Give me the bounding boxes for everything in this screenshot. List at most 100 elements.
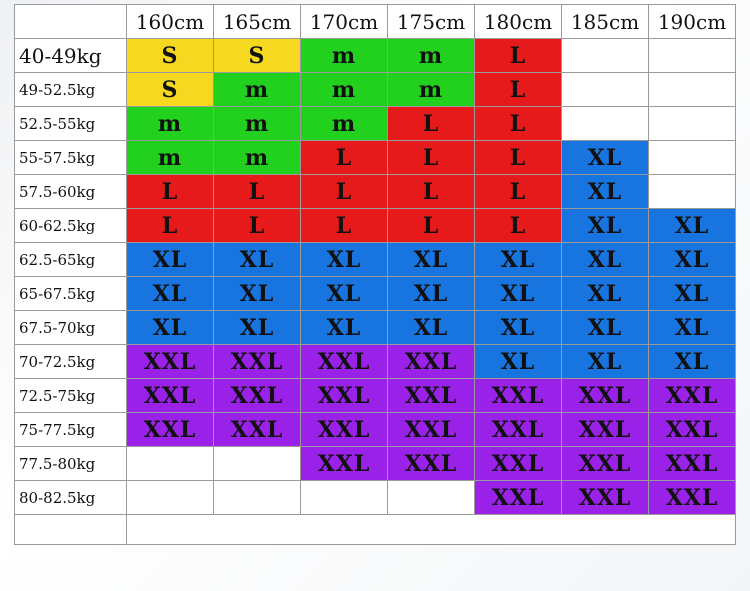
size-cell: XXL: [475, 413, 562, 447]
size-cell: m: [301, 107, 388, 141]
size-cell: XL: [388, 277, 475, 311]
size-cell: L: [388, 141, 475, 175]
empty-cell: [649, 39, 736, 73]
size-cell: XL: [562, 277, 649, 311]
blank-cell: [649, 515, 736, 545]
size-cell: m: [301, 73, 388, 107]
size-cell: L: [214, 209, 301, 243]
blank-cell: [388, 515, 475, 545]
empty-cell: [649, 107, 736, 141]
size-cell: XXL: [649, 447, 736, 481]
size-cell: L: [475, 73, 562, 107]
empty-cell: [562, 107, 649, 141]
empty-cell: [388, 481, 475, 515]
size-cell: XL: [562, 311, 649, 345]
size-cell: XL: [649, 243, 736, 277]
size-cell: L: [127, 175, 214, 209]
size-cell: XXL: [562, 413, 649, 447]
size-cell: XXL: [301, 379, 388, 413]
size-cell: XL: [214, 243, 301, 277]
height-header: 190cm: [649, 5, 736, 39]
height-header: 180cm: [475, 5, 562, 39]
size-cell: XL: [127, 311, 214, 345]
size-cell: XL: [214, 311, 301, 345]
weight-label: 55-57.5kg: [15, 141, 127, 175]
size-cell: S: [127, 39, 214, 73]
size-cell: L: [475, 209, 562, 243]
size-cell: XXL: [301, 413, 388, 447]
height-header: 170cm: [301, 5, 388, 39]
empty-cell: [301, 481, 388, 515]
size-cell: XL: [562, 209, 649, 243]
size-cell: XL: [475, 345, 562, 379]
weight-label: 80-82.5kg: [15, 481, 127, 515]
size-cell: XXL: [127, 345, 214, 379]
size-cell: L: [301, 141, 388, 175]
size-cell: XXL: [649, 413, 736, 447]
blank-cell: [301, 515, 388, 545]
size-cell: XXL: [301, 447, 388, 481]
size-cell: XXL: [214, 413, 301, 447]
weight-label: 60-62.5kg: [15, 209, 127, 243]
weight-label: 62.5-65kg: [15, 243, 127, 277]
empty-cell: [649, 73, 736, 107]
size-cell: XXL: [649, 379, 736, 413]
size-cell: XXL: [475, 481, 562, 515]
empty-cell: [214, 481, 301, 515]
size-cell: S: [127, 73, 214, 107]
size-cell: L: [301, 175, 388, 209]
height-header: 185cm: [562, 5, 649, 39]
size-cell: m: [127, 107, 214, 141]
size-cell: XXL: [127, 379, 214, 413]
size-cell: L: [475, 39, 562, 73]
size-cell: XXL: [388, 345, 475, 379]
size-cell: XL: [301, 243, 388, 277]
blank-cell: [214, 515, 301, 545]
size-cell: XL: [127, 243, 214, 277]
size-cell: XL: [388, 311, 475, 345]
size-cell: XL: [649, 209, 736, 243]
size-cell: XL: [475, 277, 562, 311]
height-header: 160cm: [127, 5, 214, 39]
weight-label: 52.5-55kg: [15, 107, 127, 141]
weight-label: 57.5-60kg: [15, 175, 127, 209]
size-cell: XXL: [562, 481, 649, 515]
blank-cell: [127, 515, 214, 545]
size-cell: XL: [562, 175, 649, 209]
size-cell: XXL: [562, 379, 649, 413]
size-cell: XL: [301, 277, 388, 311]
size-cell: XXL: [127, 413, 214, 447]
empty-cell: [127, 447, 214, 481]
size-cell: XXL: [388, 413, 475, 447]
weight-label: 67.5-70kg: [15, 311, 127, 345]
weight-label: 75-77.5kg: [15, 413, 127, 447]
size-cell: XXL: [214, 345, 301, 379]
size-cell: XL: [301, 311, 388, 345]
size-cell: L: [475, 141, 562, 175]
size-cell: m: [214, 107, 301, 141]
size-cell: m: [388, 73, 475, 107]
weight-label: 40-49kg: [15, 39, 127, 73]
size-cell: L: [388, 107, 475, 141]
empty-cell: [127, 481, 214, 515]
blank-cell: [562, 515, 649, 545]
weight-label: 70-72.5kg: [15, 345, 127, 379]
size-cell: XL: [388, 243, 475, 277]
size-cell: XXL: [475, 447, 562, 481]
blank-cell: [15, 515, 127, 545]
size-cell: XXL: [388, 447, 475, 481]
size-cell: S: [214, 39, 301, 73]
table-corner: [15, 5, 127, 39]
size-cell: L: [388, 175, 475, 209]
size-cell: XL: [562, 243, 649, 277]
size-cell: XL: [475, 243, 562, 277]
empty-cell: [649, 175, 736, 209]
size-cell: L: [475, 107, 562, 141]
empty-cell: [562, 39, 649, 73]
size-cell: m: [214, 141, 301, 175]
empty-cell: [649, 141, 736, 175]
size-cell: XXL: [301, 345, 388, 379]
size-cell: XL: [649, 345, 736, 379]
height-header: 165cm: [214, 5, 301, 39]
size-cell: XXL: [475, 379, 562, 413]
